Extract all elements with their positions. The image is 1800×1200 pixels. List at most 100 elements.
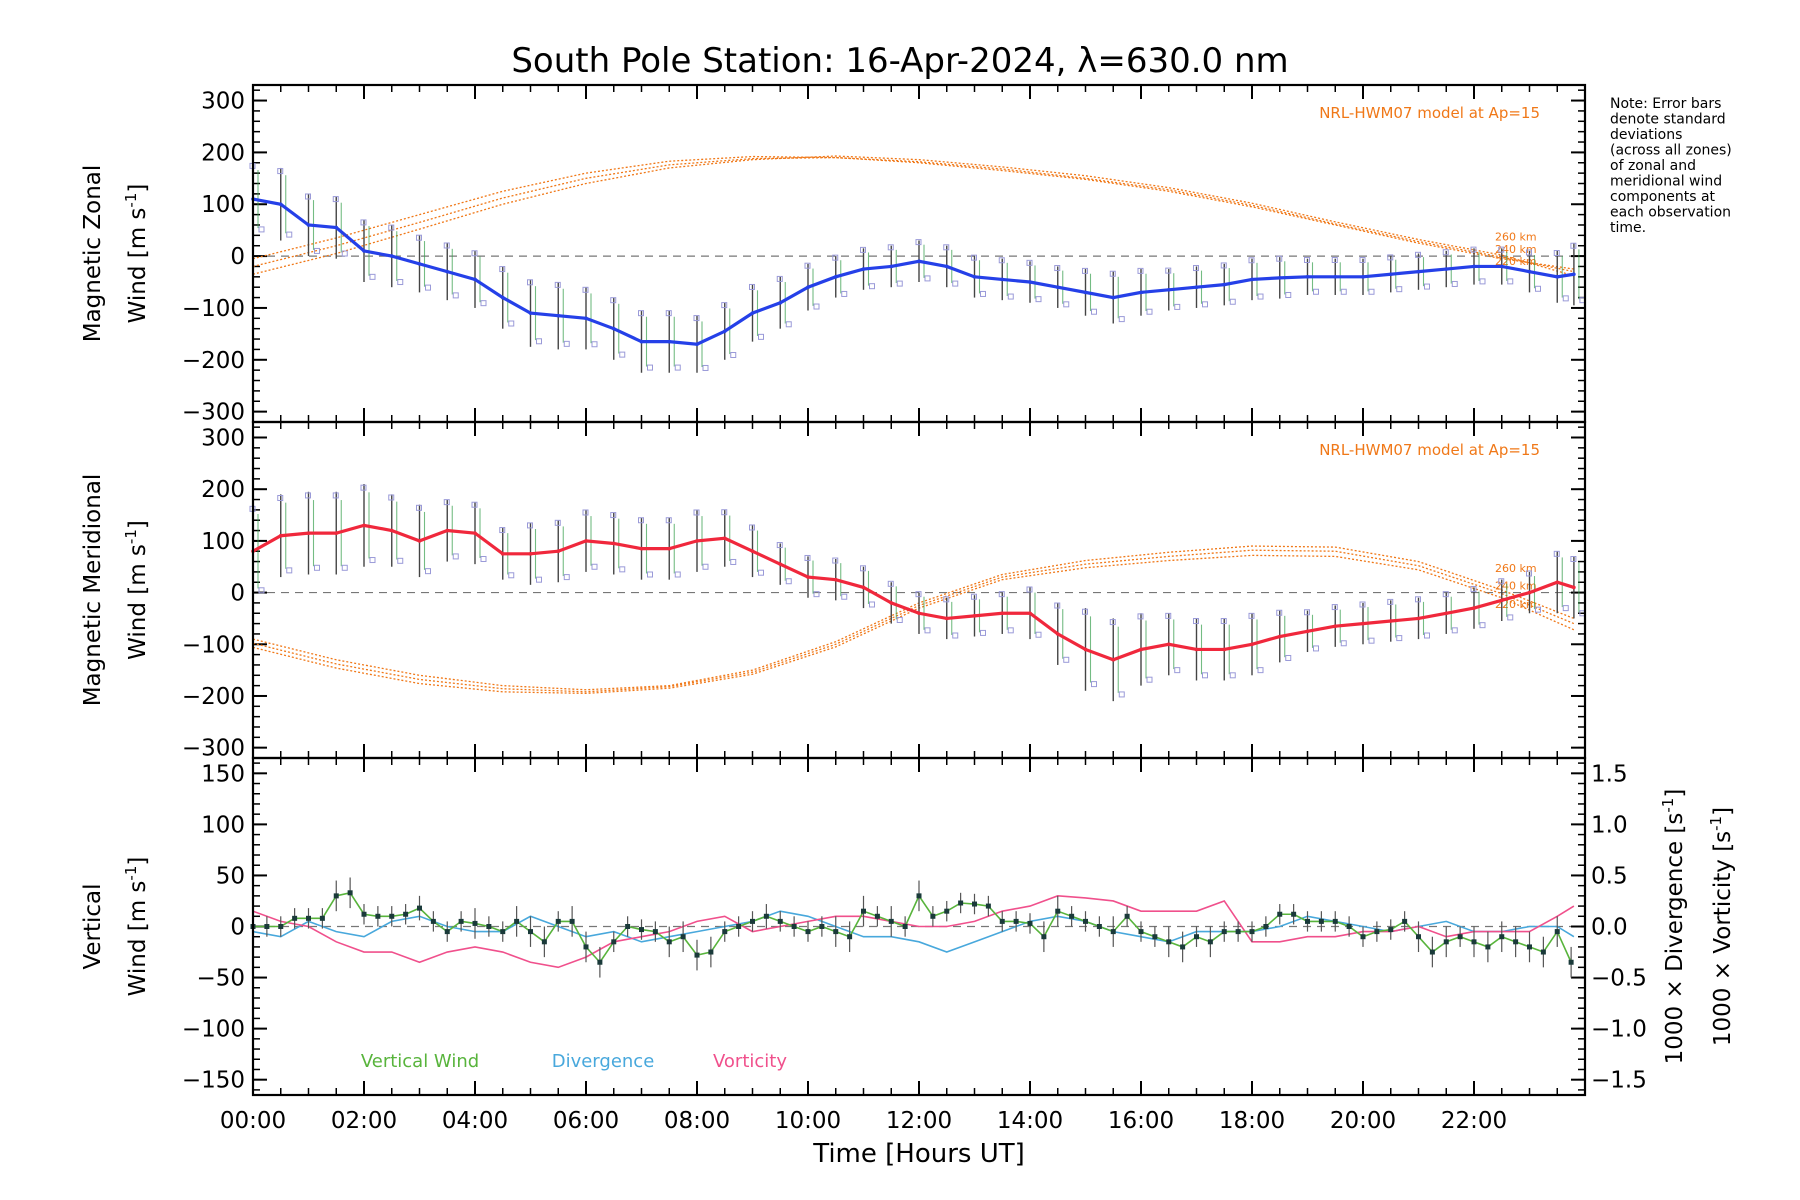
data-point [1388,272,1393,277]
panels: 300 200 100 0 −100 −200 −300 NRL-HWM07 model at… [80,83,1736,1134]
zone-marker [1118,691,1125,698]
x-tick-label: 18:00 [1219,1108,1285,1134]
zone-marker [1026,586,1033,593]
panel-frame [251,756,1587,1097]
zone-marker [527,522,533,529]
data-point [639,339,644,344]
data-point [1305,629,1310,634]
data-point [278,202,283,207]
y-tick-label: −150 [182,1068,245,1094]
y-tick-label: −300 [182,400,245,426]
zone-marker [1368,637,1375,644]
data-point [1277,276,1282,280]
altitude-label: 240 km [1495,580,1537,593]
zone-marker [1063,656,1070,663]
data-point [1152,934,1158,940]
data-point [1444,611,1449,616]
zone-marker [1174,303,1181,310]
zone-marker [1387,254,1394,261]
zone-marker [527,279,533,286]
data-point [736,924,742,929]
data-point [1332,918,1338,924]
data-point [1111,657,1116,662]
zone-marker [1451,627,1458,634]
zone-marker [749,283,755,290]
zone-marker [943,244,950,251]
data-point [1027,920,1033,926]
data-point [528,311,533,315]
legend-entry: Divergence [552,1051,655,1072]
data-point [611,939,617,945]
zone-marker [1498,578,1505,585]
right-tick-label: 0.5 [1591,863,1628,889]
model-label: NRL-HWM07 model at Ap=15 [1319,441,1540,459]
data-point [874,913,880,919]
zone-marker [693,509,700,516]
zone-marker [277,495,284,502]
y-tick-label: 200 [201,140,245,166]
chart-title: South Pole Station: 16-Apr-2024, λ=630.0… [511,41,1288,81]
zone-marker [1007,627,1014,634]
zone-marker [1193,265,1199,272]
zone-marker [1229,672,1236,679]
zone-marker [887,244,894,251]
zone-marker [674,364,681,371]
zone-marker [471,501,478,508]
data-point [361,911,367,917]
zone-marker [804,262,811,269]
model-curve [252,155,1574,270]
zone-marker [286,567,293,574]
data-point [1360,934,1366,940]
data-point [1388,927,1394,933]
zone-marker [425,568,431,575]
zone-marker [1562,605,1569,612]
zone-marker [758,569,764,576]
zone-marker [1007,293,1014,300]
data-point [333,893,339,899]
y-tick-label: −50 [196,966,245,992]
data-point [1138,929,1144,935]
zone-marker [638,517,644,524]
y-tick-label: 0 [230,581,245,607]
data-point [1346,924,1352,929]
data-point [375,913,381,919]
zone-marker [1229,298,1236,305]
data-point [403,911,409,917]
data-point [278,533,283,538]
data-point [1069,913,1075,919]
data-point [722,329,727,334]
zone-marker [499,527,506,534]
x-tick-label: 16:00 [1108,1108,1174,1134]
zone-marker [832,557,839,564]
zone-marker [924,275,931,282]
zone-marker [1553,250,1560,256]
zone-marker [1165,267,1172,274]
data-point [1194,285,1199,290]
data-point [1028,280,1032,284]
zone-marker [1570,556,1577,563]
data-point [888,918,894,924]
zone-marker [332,196,339,203]
data-point [1416,934,1421,940]
altitude-label: 260 km [1495,231,1537,244]
legend-entry: Vorticity [713,1051,787,1072]
data-point [1572,272,1576,277]
zone-marker [998,591,1005,598]
zone-marker [554,519,561,526]
zone-marker [1109,270,1116,277]
data-point [1055,632,1060,636]
zone-marker [1035,631,1042,638]
data-point [1443,939,1449,945]
data-point [1222,647,1227,652]
model-curve [252,156,1575,273]
zone-marker [286,231,293,238]
zone-marker [813,303,820,310]
zone-marker [425,284,431,291]
data-point [278,924,284,929]
x-tick-label: 06:00 [553,1108,619,1134]
data-point [1555,275,1560,279]
data-point [639,927,644,933]
zone-marker [1470,246,1477,253]
zone-marker [388,494,395,501]
